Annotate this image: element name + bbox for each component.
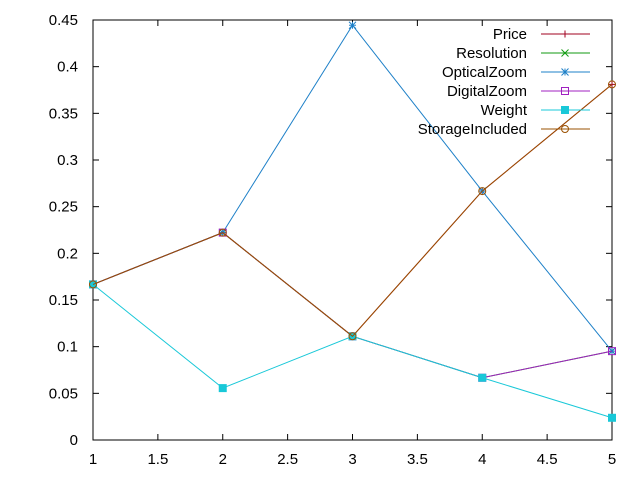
y-tick-label: 0.1 [57,339,78,356]
y-tick-label: 0.4 [57,59,78,76]
data-point [218,228,227,237]
y-tick-label: 0.05 [49,385,78,402]
legend-label: Resolution [456,45,527,62]
series-opticalzoom [89,21,616,356]
x-tick-label: 2 [219,451,227,468]
legend-item: Weight [481,102,590,119]
series-line [92,24,613,352]
x-tick-label: 4 [478,451,486,468]
legend: Price Resolution OpticalZoom DigitalZoom Wei… [418,26,590,138]
x-tick-label: 4.5 [537,451,558,468]
y-tick-label: 0.35 [49,105,78,122]
legend-label: DigitalZoom [447,83,527,100]
plot-frame [92,19,613,441]
x-tick-label: 3.5 [407,451,428,468]
legend-marker [561,125,569,133]
y-tick-label: 0.2 [57,245,78,262]
legend-item: Price [493,26,590,43]
series-resolution [89,228,616,382]
data-point [348,332,357,341]
legend-item: OpticalZoom [442,64,590,81]
x-tick-label: 5 [608,451,616,468]
data-point [608,347,616,356]
legend-marker [561,106,569,114]
legend-label: OpticalZoom [442,64,527,81]
data-point [608,413,616,422]
y-axis: 0 0.05 0.1 0.15 0.2 0.25 0.3 0.35 0.4 0.45 [49,12,612,449]
legend-label: Weight [481,102,528,119]
legend-item: DigitalZoom [447,83,590,100]
legend-marker [561,87,569,95]
legend-marker [561,68,569,76]
x-tick-label: 2.5 [277,451,298,468]
series-line [92,84,613,337]
data-point [348,21,357,30]
y-tick-label: 0.45 [49,12,78,29]
data-point [89,280,97,289]
series-weight [89,280,616,422]
series-line [92,84,613,337]
legend-item: StorageIncluded [418,121,590,138]
legend-label: StorageIncluded [418,121,527,138]
legend-marker [561,49,569,57]
y-tick-label: 0 [70,432,78,449]
legend-marker [561,30,569,38]
legend-label: Price [493,26,527,43]
y-tick-label: 0.25 [49,199,78,216]
x-axis: 1 1.5 2 2.5 3 3.5 4 4.5 5 [89,20,616,468]
data-point [218,384,227,393]
series-price [89,80,616,340]
series-storageincluded [89,80,616,341]
series-line [92,284,613,419]
x-tick-label: 1 [89,451,97,468]
data-point [478,373,487,382]
x-tick-label: 1.5 [147,451,168,468]
x-tick-label: 3 [348,451,356,468]
y-tick-label: 0.3 [57,152,78,169]
legend-item: Resolution [456,45,590,62]
series-layer [89,21,616,422]
data-point [478,187,487,196]
data-point [608,80,616,89]
series-digitalzoom [89,228,616,382]
y-tick-label: 0.15 [49,292,78,309]
